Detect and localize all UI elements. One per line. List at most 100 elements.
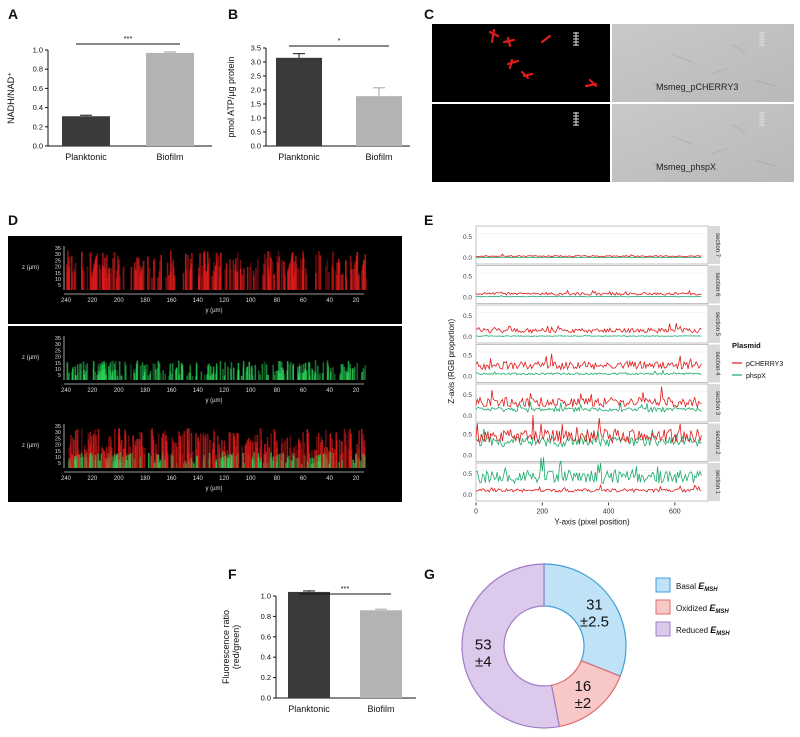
label-msmeg-phspx: Msmeg_phspX	[656, 162, 716, 172]
y-tick-label: 0.0	[463, 453, 472, 460]
green-signal	[319, 454, 321, 468]
green-signal	[296, 458, 299, 468]
red-signal	[331, 264, 333, 290]
legend-swatch-oxidized	[655, 599, 671, 615]
red-signal	[113, 252, 116, 290]
green-signal	[352, 459, 354, 468]
red-signal	[152, 260, 155, 290]
red-signal	[95, 256, 98, 290]
green-signal	[135, 363, 138, 380]
red-signal	[292, 275, 295, 290]
red-signal	[106, 273, 109, 290]
red-signal	[143, 260, 145, 290]
slice-sd-basal: ±2.5	[580, 614, 609, 631]
facet-label: section 5	[714, 312, 720, 337]
red-signal	[360, 429, 363, 468]
red-signal	[230, 268, 232, 290]
red-signal	[352, 268, 355, 290]
red-signal	[300, 258, 302, 290]
red-signal	[74, 262, 77, 290]
green-signal	[314, 360, 317, 380]
red-signal	[266, 437, 269, 468]
green-signal	[191, 461, 193, 468]
red-signal	[170, 455, 173, 468]
red-signal	[220, 252, 222, 290]
z-tick-label: 20	[55, 443, 61, 449]
y-tick-label: 180	[140, 388, 151, 394]
green-signal	[207, 364, 210, 380]
green-signal	[285, 462, 287, 468]
green-signal	[364, 365, 367, 380]
red-signal	[157, 433, 160, 468]
x-tick-label: 0	[474, 509, 478, 516]
red-signal	[236, 269, 239, 290]
brightfield-image-phspx	[612, 104, 794, 182]
green-signal	[298, 363, 301, 380]
green-signal	[117, 461, 119, 468]
green-signal	[147, 375, 150, 380]
y-axis-label-line: (red/green)	[231, 625, 241, 670]
red-signal	[160, 254, 162, 290]
panel-letter-e: E	[424, 212, 434, 228]
green-signal	[267, 374, 269, 380]
y-axis-label-line: pmol ATP/µg protein	[226, 56, 236, 137]
green-signal	[178, 375, 180, 380]
green-signal	[245, 367, 248, 380]
y-tick-label: 0.0	[33, 142, 43, 151]
green-signal	[318, 460, 321, 468]
green-signal	[224, 362, 226, 380]
green-signal	[227, 461, 230, 468]
red-signal	[213, 429, 215, 468]
red-signal	[269, 251, 271, 290]
red-signal	[68, 447, 71, 468]
green-signal	[361, 372, 364, 380]
green-signal	[212, 366, 215, 380]
red-signal	[354, 454, 357, 468]
red-signal	[110, 439, 113, 468]
bar-planktonic	[62, 116, 110, 146]
red-signal	[108, 445, 111, 468]
y-tick-label: 0.5	[463, 471, 472, 478]
red-signal	[259, 449, 262, 468]
green-signal	[227, 457, 229, 468]
series-line-pcherry3	[475, 253, 702, 258]
red-signal	[361, 265, 364, 290]
green-signal	[248, 374, 251, 380]
red-signal	[229, 259, 231, 290]
green-signal	[74, 455, 76, 468]
green-signal	[145, 364, 147, 380]
red-signal	[273, 429, 276, 468]
green-signal	[327, 366, 330, 380]
green-signal	[276, 370, 278, 380]
red-signal	[263, 275, 265, 290]
green-signal	[224, 457, 227, 468]
y-axis-label: y (µm)	[205, 398, 222, 404]
series-line-pcherry3	[475, 353, 702, 372]
red-signal	[217, 435, 219, 468]
red-signal	[171, 272, 173, 290]
significance-marker: ***	[124, 34, 133, 43]
y-tick-label: 0.0	[463, 492, 472, 499]
green-signal	[317, 455, 320, 468]
y-tick-label: 200	[114, 388, 125, 394]
red-signal	[232, 259, 235, 290]
green-signal	[300, 463, 303, 468]
red-signal	[268, 276, 270, 290]
red-signal	[118, 259, 121, 290]
z-tick-label: 35	[55, 246, 61, 252]
green-signal	[193, 462, 195, 468]
green-signal	[146, 364, 149, 380]
y-axis-label-line: NADH/NAD⁺	[6, 72, 16, 124]
red-signal	[175, 442, 177, 468]
red-signal	[315, 254, 317, 290]
red-signal	[91, 273, 94, 290]
y-tick-label: 160	[166, 476, 177, 482]
z-tick-label: 25	[55, 348, 61, 354]
facet-strip	[708, 463, 720, 501]
green-signal	[322, 453, 325, 468]
y-axis-label: pmol ATP/µg protein	[226, 56, 236, 137]
y-axis-label: Fluorescence ratio(red/green)	[221, 610, 241, 684]
green-signal	[189, 372, 192, 380]
green-signal	[229, 369, 232, 380]
